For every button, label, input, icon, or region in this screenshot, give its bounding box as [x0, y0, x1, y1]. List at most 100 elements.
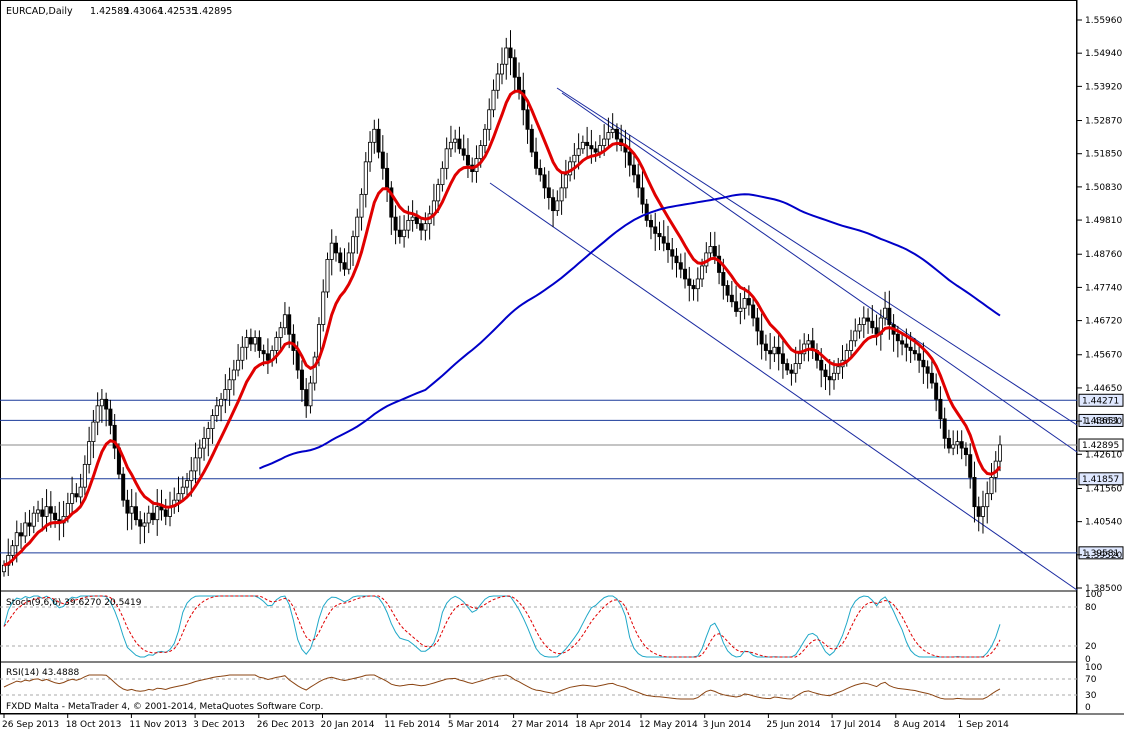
candle-body: [214, 405, 219, 416]
candle-body: [206, 428, 211, 439]
candle-body: [393, 216, 398, 231]
level-label-box: [1078, 393, 1124, 407]
ohlc-high: 1.43064: [124, 6, 163, 17]
candle-body: [861, 317, 866, 325]
candle-body: [231, 369, 236, 381]
price-tick-label: 1.51850: [1085, 150, 1122, 160]
candle-body: [853, 330, 858, 342]
rsi-line: [3, 674, 1001, 700]
candle-body: [261, 350, 266, 355]
candle-body: [240, 346, 245, 361]
candle-body: [359, 193, 364, 218]
candle-body: [972, 476, 977, 508]
candle-body: [121, 473, 126, 501]
candle-body: [610, 128, 615, 133]
candle-body: [559, 187, 564, 202]
rsi-tick-label: 70: [1085, 675, 1097, 685]
candle-body: [185, 480, 190, 488]
level-label: 1.39581: [1082, 549, 1119, 559]
candle-body: [946, 437, 951, 449]
candle-body: [678, 262, 683, 270]
candle-body: [883, 307, 888, 319]
candle-body: [627, 151, 632, 166]
candle-body: [538, 167, 543, 176]
candle-body: [746, 298, 751, 306]
date-tick-label: 3 Dec 2013: [193, 720, 245, 730]
candle-body: [534, 151, 539, 169]
stoch-tick-label: 20: [1085, 642, 1097, 652]
candle-body: [397, 229, 402, 238]
candle-body: [23, 522, 28, 537]
price-tick-label: 1.48760: [1085, 250, 1122, 260]
candle-body: [768, 350, 773, 355]
candle-body: [40, 509, 45, 517]
price-tick-label: 1.47740: [1085, 283, 1122, 293]
candle-body: [887, 307, 892, 325]
ohlc-open: 1.42589: [90, 6, 129, 17]
candle-body: [968, 454, 973, 478]
candle-body: [372, 128, 377, 143]
price-tick-label: 1.45670: [1085, 351, 1122, 361]
candle-body: [874, 327, 879, 335]
candle-body: [236, 359, 241, 371]
candle-body: [614, 128, 619, 140]
candle-body: [329, 242, 334, 260]
price-tick-label: 1.50830: [1085, 183, 1122, 193]
candle-body: [585, 141, 590, 146]
candle-body: [929, 372, 934, 384]
candle-body: [700, 265, 705, 280]
rsi-panel: 100 70 30 0: [0, 663, 1102, 713]
candle-body: [691, 285, 696, 290]
ma-fast-line: [3, 89, 1002, 567]
date-tick-label: 1 Sep 2014: [958, 720, 1010, 730]
date-tick-label: 12 May 2014: [639, 720, 698, 730]
price-tick-label: 1.38500: [1085, 584, 1122, 594]
candle-body: [674, 255, 679, 264]
level-label-box: [1078, 472, 1124, 486]
candle-body: [580, 141, 585, 150]
candle-body: [193, 457, 198, 472]
candle-body: [763, 343, 768, 351]
candle-body: [823, 369, 828, 377]
stoch-tick-label: 80: [1085, 603, 1097, 613]
stoch-tick-label: 100: [1085, 590, 1102, 600]
candle-body: [14, 532, 19, 547]
candle-body: [19, 532, 24, 537]
candle-body: [189, 470, 194, 482]
candle-body: [661, 236, 666, 244]
candle-body: [321, 291, 326, 325]
candle-body: [683, 268, 688, 280]
candle-body: [708, 246, 713, 254]
ohlc-close: 1.42895: [193, 6, 232, 17]
candle-body: [589, 145, 594, 150]
date-tick-label: 26 Sep 2013: [2, 720, 59, 730]
candle-body: [304, 389, 309, 407]
candle-body: [836, 366, 841, 374]
candle-body: [380, 151, 385, 169]
candle-body: [938, 398, 943, 420]
candle-body: [751, 304, 756, 319]
stochastic-panel: 100 80 20 0: [0, 590, 1102, 665]
candle-body: [104, 398, 109, 410]
footer-copyright: FXDD Malta - MetaTrader 4, © 2001-2014, …: [6, 702, 323, 712]
candle-body: [78, 486, 83, 498]
candle-body: [2, 564, 7, 573]
candle-body: [248, 337, 253, 345]
candle-body: [219, 398, 224, 407]
candle-body: [998, 444, 1003, 462]
candle-body: [436, 184, 441, 202]
stoch-main-line: [3, 595, 1001, 658]
candle-body: [942, 418, 947, 439]
level-label-box: [1078, 438, 1124, 452]
candle-body: [146, 512, 151, 524]
candle-body: [274, 337, 279, 351]
candle-body: [546, 187, 551, 199]
candle-body: [666, 242, 671, 251]
candle-body: [772, 346, 777, 355]
candle-body: [857, 324, 862, 332]
price-tick-label: 1.42610: [1085, 450, 1122, 460]
candle-body: [985, 493, 990, 508]
candle-body: [74, 493, 79, 498]
stoch-title: Stoch(9,6,6) 39.6270 20.5419: [6, 598, 142, 608]
candle-body: [91, 421, 96, 443]
